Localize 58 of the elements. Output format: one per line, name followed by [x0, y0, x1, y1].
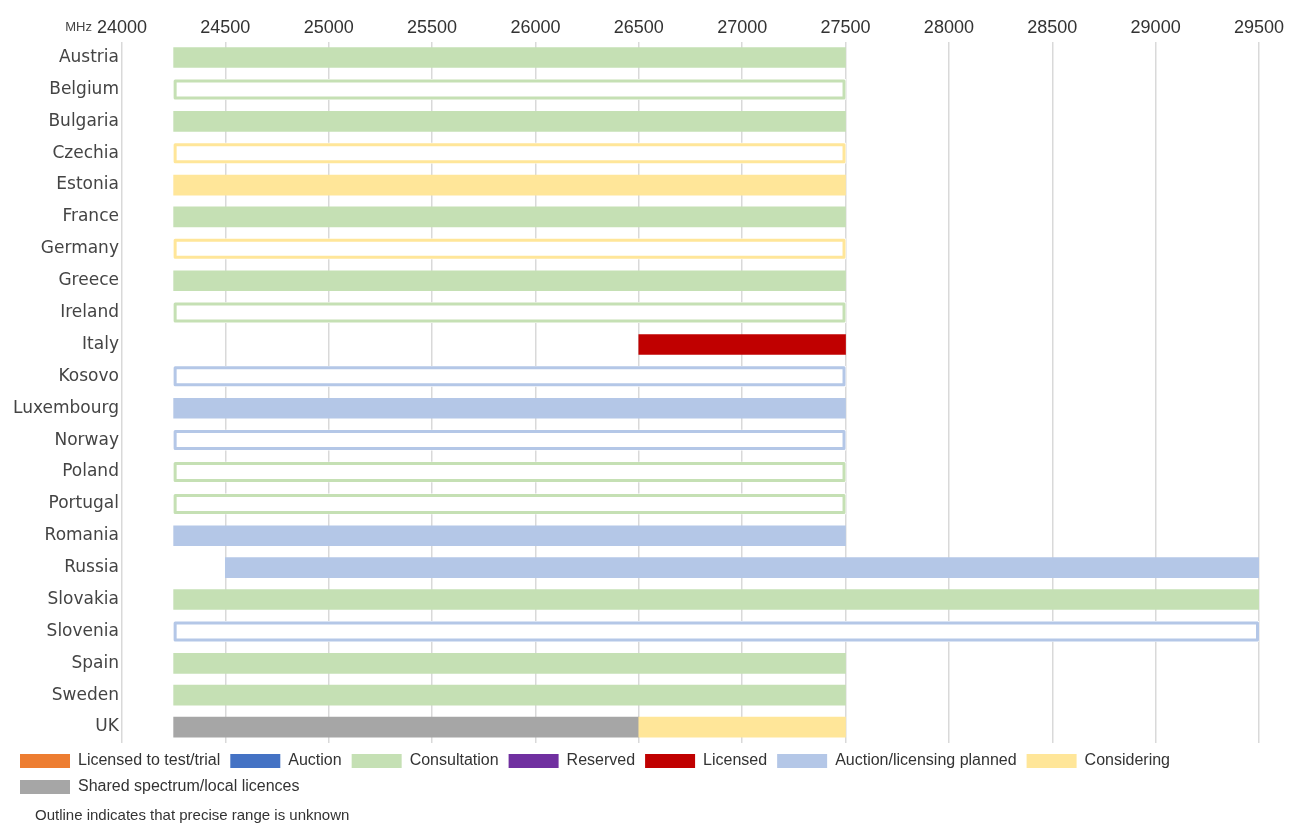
bar	[173, 397, 846, 419]
x-tick-label: 24500	[200, 16, 251, 37]
text: Outline indicates that precise range is unknown	[35, 806, 350, 823]
legend-label: Auction	[288, 751, 342, 769]
legend-label: Reserved	[566, 751, 636, 769]
bar	[173, 716, 640, 738]
y-tick-label: Romania	[44, 524, 119, 545]
x-tick-label: 29500	[1233, 16, 1285, 37]
y-tick-label: Luxembourg	[13, 396, 119, 417]
x-tick-label: 25500	[407, 16, 458, 37]
bar	[173, 525, 846, 547]
bar	[173, 652, 846, 674]
y-tick-label: France	[62, 205, 119, 226]
y-tick-label: Bulgaria	[48, 109, 119, 130]
y-tick-label: Greece	[58, 269, 119, 290]
x-tick-label: 26500	[613, 16, 664, 37]
y-tick-label: Czechia	[52, 141, 119, 162]
y-tick-label: Estonia	[56, 173, 119, 194]
y-tick-label: Austria	[58, 45, 119, 66]
bar	[173, 174, 846, 196]
y-tick-label: Kosovo	[58, 364, 119, 385]
legend-label: Licensed to test/trial	[78, 751, 221, 769]
legend-label: Considering	[1084, 751, 1170, 769]
y-tick-label: Belgium	[49, 77, 119, 98]
x-tick-label: 27500	[820, 16, 871, 37]
bar	[173, 47, 846, 68]
bar	[173, 206, 846, 228]
y-tick-label: Portugal	[48, 492, 119, 513]
legend-label: Shared spectrum/local licences	[78, 777, 300, 795]
bar	[173, 110, 846, 132]
y-tick-label: Russia	[64, 556, 119, 577]
legend-label: Consultation	[409, 751, 499, 769]
x-tick-label: 27000	[717, 16, 768, 37]
y-tick-label: Poland	[62, 460, 119, 481]
y-tick-label: Italy	[82, 332, 119, 353]
y-tick-label: UK	[95, 715, 120, 736]
y-tick-label: Sweden	[51, 683, 119, 704]
y-tick-label: Ireland	[60, 301, 119, 322]
x-axis-title: MHz	[65, 19, 92, 35]
x-tick-label: 28500	[1027, 16, 1078, 37]
legend-label: Licensed	[703, 751, 768, 769]
x-tick-label: 28000	[923, 16, 974, 37]
x-tick-label: 25000	[303, 16, 354, 37]
bar	[173, 589, 1259, 610]
bar	[638, 716, 846, 738]
bar	[638, 334, 846, 355]
legend-label: Auction/licensing planned	[835, 751, 1017, 769]
bar	[224, 557, 1259, 578]
y-tick-label: Germany	[40, 237, 119, 258]
x-tick-label: 24000	[96, 16, 147, 37]
y-tick-label: Spain	[71, 651, 119, 672]
bar	[173, 684, 846, 706]
bar	[173, 270, 846, 292]
x-tick-label: 29000	[1130, 16, 1181, 37]
x-tick-label: 26000	[510, 16, 561, 37]
y-tick-label: Norway	[54, 428, 119, 449]
y-tick-label: Slovakia	[47, 587, 119, 608]
y-tick-label: Slovenia	[46, 619, 119, 640]
